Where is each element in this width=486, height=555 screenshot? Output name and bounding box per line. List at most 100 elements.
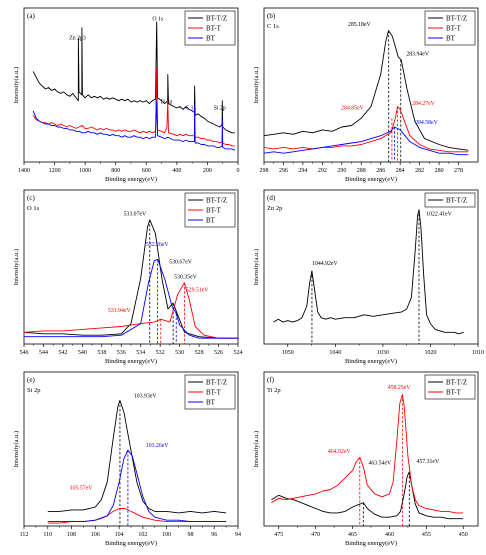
x-tick-label: 112 xyxy=(20,532,29,538)
x-tick-label: 286 xyxy=(376,168,385,174)
x-tick-label: 288 xyxy=(357,168,366,174)
x-tick-label: 465 xyxy=(348,532,357,538)
panel-c: (c) O 1s 546 544 542 540 538 536 534 532 530 528 526… xyxy=(13,189,243,365)
x-tick-label: 524 xyxy=(234,350,243,356)
peak-annotation: 530.67eV xyxy=(169,260,193,266)
x-tick-label: 544 xyxy=(39,350,48,356)
x-tick-label: 102 xyxy=(138,532,147,538)
x-tick-label: 1040 xyxy=(329,350,341,356)
peak-annotation: 531.94eV xyxy=(108,308,132,314)
panel-inner-title: Zn 2p xyxy=(267,205,282,212)
peak-annotation: Zn 2p3 xyxy=(69,35,86,41)
legend-label: BT xyxy=(206,34,216,42)
x-axis-label: Binding energy(eV) xyxy=(345,540,397,547)
x-tick-label: 540 xyxy=(78,350,87,356)
x-tick-label: 96 xyxy=(211,532,217,538)
x-axis-label: Binding energy(eV) xyxy=(345,176,397,183)
y-axis-label: Intensity(a.u.) xyxy=(13,431,20,467)
legend-label: BT-T xyxy=(206,206,222,214)
peak-annotation: 532.26eV xyxy=(146,242,170,248)
peak-annotation: 529.51eV xyxy=(186,287,210,293)
x-tick-label: 1030 xyxy=(377,350,389,356)
x-tick-label: 0 xyxy=(237,168,240,174)
x-tick-label: 292 xyxy=(318,168,327,174)
legend-box xyxy=(424,374,476,400)
panel-inner-title: Ti 2p xyxy=(267,387,281,394)
series-line-bt xyxy=(263,126,469,156)
x-tick-label: 532 xyxy=(156,350,165,356)
peak-annotation: Si 2p xyxy=(214,105,226,111)
x-tick-label: 1400 xyxy=(18,168,30,174)
panel-inner-title: Si 2p xyxy=(27,387,41,394)
series-line-bt-t-z xyxy=(271,471,464,520)
panel-inner-title: O 1s xyxy=(27,205,40,212)
x-tick-label: 294 xyxy=(298,168,307,174)
peak-annotation: 457.31eV xyxy=(416,459,440,465)
x-tick-label: 1200 xyxy=(49,168,61,174)
legend-label: BT-T xyxy=(446,24,462,32)
series-line-bt xyxy=(24,258,238,339)
series-line-bt-t xyxy=(271,394,464,514)
series-line-bt-t-z xyxy=(273,209,464,335)
x-tick-label: 1020 xyxy=(424,350,436,356)
y-axis-label: Intensity(a.u.) xyxy=(13,249,20,285)
panel-f: (f) Ti 2p 475 470 465 460 455 450 Binding energy… xyxy=(253,371,479,547)
x-tick-label: 110 xyxy=(43,532,52,538)
plot-frame xyxy=(263,189,479,345)
series-line-bt-t-z xyxy=(263,30,469,151)
x-tick-label: 526 xyxy=(214,350,223,356)
x-tick-label: 100 xyxy=(162,532,171,538)
x-tick-label: 530 xyxy=(175,350,184,356)
x-tick-label: 98 xyxy=(187,532,193,538)
peak-annotation: 284.27eV xyxy=(412,101,436,107)
peak-annotation: 103.26eV xyxy=(146,443,170,449)
peak-annotation: Ti 2p xyxy=(160,100,172,106)
panel-b: (b) C 1s 298 296 294 292 290 288 286 284 282 280 278… xyxy=(253,7,479,183)
y-axis-label: Intensity(a.u.) xyxy=(253,431,260,467)
panel-label: (c) xyxy=(27,194,35,202)
x-tick-label: 538 xyxy=(97,350,106,356)
panel-d: (d) Zn 2p 1050 1040 1030 1020 1010 Binding ener… xyxy=(253,189,484,365)
panel-inner-title: C 1s xyxy=(267,23,279,30)
peak-annotation: C 1s xyxy=(185,105,196,111)
panel-label: (a) xyxy=(27,12,35,20)
x-axis-label: Binding energy(eV) xyxy=(345,358,397,365)
x-tick-label: 1000 xyxy=(79,168,91,174)
x-tick-label: 450 xyxy=(459,532,468,538)
x-tick-label: 296 xyxy=(279,168,288,174)
x-tick-label: 282 xyxy=(415,168,424,174)
legend-label: BT-T/Z xyxy=(446,196,467,204)
legend-label: BT-T xyxy=(446,388,462,396)
legend-label: BT xyxy=(206,216,216,224)
x-tick-label: 470 xyxy=(311,532,320,538)
legend-label: BT-T/Z xyxy=(446,14,467,22)
series-line-bt xyxy=(47,449,227,523)
series-line-bt-t xyxy=(23,282,238,339)
y-axis-label: Intensity(a.u.) xyxy=(253,67,260,103)
legend-label: BT-T/Z xyxy=(206,378,227,386)
peak-annotation: 285.18eV xyxy=(348,22,372,28)
x-tick-label: 280 xyxy=(435,168,444,174)
panel-label: (f) xyxy=(267,376,275,384)
x-tick-label: 1010 xyxy=(472,350,484,356)
series-line-bt-t-z xyxy=(47,399,227,514)
peak-annotation: 458.25eV xyxy=(388,385,412,391)
series-line-bt-t xyxy=(263,106,469,153)
x-axis-label: Binding energy(eV) xyxy=(105,358,157,365)
x-tick-label: 455 xyxy=(422,532,431,538)
legend-label: BT-T xyxy=(206,388,222,396)
series-line-bt xyxy=(32,100,236,151)
legend-label: BT-T/Z xyxy=(206,196,227,204)
legend-label: BT xyxy=(206,398,216,406)
panel-label: (b) xyxy=(267,12,276,20)
x-tick-label: 108 xyxy=(67,532,76,538)
x-axis-label: Binding energy(eV) xyxy=(105,540,157,547)
x-tick-label: 200 xyxy=(203,168,212,174)
peak-annotation: 464.02eV xyxy=(328,449,352,455)
peak-annotation: 1022.41eV xyxy=(426,212,452,218)
panel-label: (e) xyxy=(27,376,35,384)
peak-annotation: 103.93eV xyxy=(134,394,158,400)
x-tick-label: 94 xyxy=(235,532,241,538)
